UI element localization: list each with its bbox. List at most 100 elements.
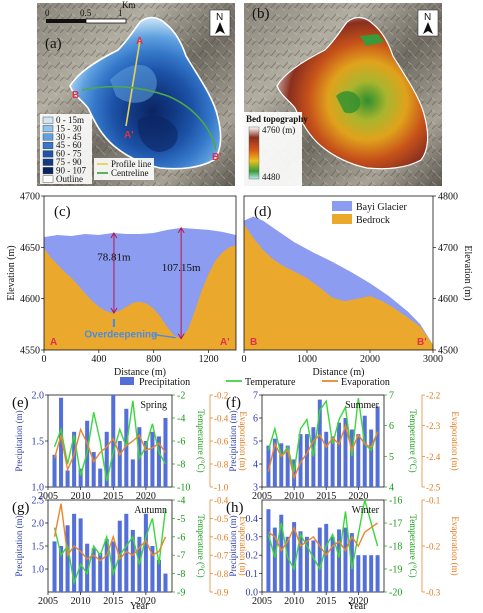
y-tick-label: 4700 bbox=[20, 192, 40, 203]
y-tick-label: 4550 bbox=[20, 346, 40, 357]
legend-precip-swatch bbox=[120, 377, 134, 385]
x-tick-label: 3000 bbox=[423, 354, 443, 365]
precip-bar bbox=[111, 541, 116, 592]
bed-low-patch bbox=[336, 91, 361, 114]
precip-bar bbox=[98, 468, 103, 487]
precip-bar bbox=[279, 514, 284, 592]
evap-tick-label: -1.0 bbox=[214, 483, 229, 493]
precip-bar bbox=[59, 397, 64, 487]
evaporation-line bbox=[53, 427, 167, 473]
seasonal-panels: 2005 2010 2015 2020 1.0 1.5 2.0 Precipitation (… bbox=[12, 391, 460, 608]
precip-bar bbox=[375, 555, 380, 592]
panel-letter: (f) bbox=[226, 395, 241, 411]
arrow-head-down bbox=[177, 333, 185, 340]
y-axis-label: Elevation (m) bbox=[462, 245, 473, 300]
bedrock-area bbox=[244, 224, 433, 350]
panel-letter: (h) bbox=[226, 500, 244, 516]
legend-swatch bbox=[42, 133, 54, 141]
precip-bar bbox=[52, 541, 57, 592]
x-axis-label: Distance (m) bbox=[114, 367, 166, 378]
legend-label: 90 - 107 bbox=[56, 165, 86, 175]
evap-tick-label: -2.5 bbox=[426, 483, 441, 493]
x-tick-label: 2015 bbox=[316, 596, 336, 607]
x-tick-label: 2010 bbox=[284, 491, 304, 502]
overdeepening-label: Overdeepening bbox=[84, 330, 157, 341]
precip-bar bbox=[150, 546, 155, 592]
scalebar-tick-2: 1 bbox=[118, 8, 123, 18]
x-tick-label: 2010 bbox=[71, 491, 91, 502]
seasonal-legend-label: Precipitation bbox=[139, 377, 190, 388]
precip-bar bbox=[163, 418, 168, 487]
precip-bar bbox=[279, 443, 284, 487]
temp-tick-label: -17 bbox=[389, 519, 402, 530]
point-b: B bbox=[72, 90, 79, 101]
panel-letter: (c) bbox=[54, 204, 71, 220]
x-tick-label: 2020 bbox=[348, 491, 368, 502]
temperature-line bbox=[267, 397, 379, 472]
precip-bar bbox=[104, 431, 109, 487]
evap-axis-label: Evaporation (m) bbox=[450, 411, 460, 470]
precip-bar bbox=[298, 531, 303, 592]
temperature-line bbox=[53, 400, 167, 482]
temp-tick-label: -20 bbox=[389, 588, 402, 599]
x-axis-label: Distance (m) bbox=[313, 367, 365, 378]
precip-bar bbox=[324, 431, 329, 487]
evap-tick-label: -0.2 bbox=[214, 391, 228, 401]
x-tick-label: 2005 bbox=[38, 596, 58, 607]
precip-bar bbox=[292, 459, 297, 487]
map-a-letter: (a) bbox=[45, 36, 62, 52]
precip-axis-label: Precipitation (m) bbox=[14, 515, 24, 576]
precip-tick-label: 2.0 bbox=[32, 391, 45, 402]
x-label-year-left: Year bbox=[130, 601, 149, 612]
scalebar-tick-1: 0.5 bbox=[80, 8, 92, 18]
colorbar-gradient bbox=[248, 126, 260, 180]
seasonal-legend: Precipitation Temperature Evaporation bbox=[120, 377, 390, 388]
precip-bar bbox=[98, 552, 103, 592]
temperature-line bbox=[267, 499, 379, 572]
x-tick-label: 800 bbox=[146, 354, 161, 365]
evap-tick-label: -0.2 bbox=[426, 542, 440, 552]
x-tick-label: 0 bbox=[242, 354, 247, 365]
precip-bar bbox=[117, 441, 122, 487]
precip-bar bbox=[298, 434, 303, 487]
legend-swatch bbox=[42, 158, 54, 166]
north-label-b: N bbox=[424, 12, 431, 23]
evap-axis-label: Evaporation (m) bbox=[238, 516, 248, 575]
temp-tick-label: -4 bbox=[177, 496, 185, 507]
north-arrow-icon: N bbox=[209, 9, 231, 37]
point-a-prime: A' bbox=[124, 130, 134, 141]
x-tick-label: 2020 bbox=[136, 596, 156, 607]
precip-bar bbox=[304, 536, 309, 592]
precip-tick-label: 1.0 bbox=[32, 565, 45, 576]
x-tick-label: 2000 bbox=[360, 354, 380, 365]
precip-bar bbox=[369, 429, 374, 487]
precip-tick-label: 0.1 bbox=[246, 569, 259, 580]
precip-bar bbox=[285, 445, 290, 487]
precip-bar bbox=[343, 418, 348, 487]
profile-legend-swatch bbox=[332, 201, 352, 211]
temperature-line bbox=[53, 509, 167, 586]
precip-tick-label: 1.0 bbox=[32, 483, 45, 494]
scalebar: 0 0.5 1 Km bbox=[45, 0, 136, 24]
evaporation-line bbox=[268, 522, 378, 557]
legend-label: 0 - 15m bbox=[56, 115, 84, 125]
colorbar-title: Bed topography bbox=[246, 114, 308, 124]
legend-label: 15 - 30 bbox=[56, 123, 82, 133]
precip-bar bbox=[65, 470, 70, 487]
bedrock-area bbox=[44, 245, 236, 350]
colorbar-max: 4760 (m) bbox=[262, 125, 295, 135]
temp-tick-label: -16 bbox=[389, 496, 402, 507]
profile-legend-label: Bayi Glacier bbox=[356, 202, 407, 213]
point-b-prime: B' bbox=[212, 152, 222, 163]
colorbar: Bed topography 4760 (m) 4480 bbox=[244, 112, 308, 186]
x-tick-label: 2020 bbox=[348, 596, 368, 607]
plot-frame bbox=[243, 195, 434, 351]
precip-bar bbox=[330, 436, 335, 487]
precip-tick-label: 0.2 bbox=[246, 551, 259, 562]
precip-tick-label: 2.0 bbox=[32, 519, 45, 530]
x-tick-label: 2015 bbox=[103, 596, 123, 607]
temp-tick-label: 6 bbox=[389, 421, 394, 432]
y-tick-label: 4600 bbox=[20, 294, 40, 305]
precip-bar bbox=[156, 436, 161, 487]
